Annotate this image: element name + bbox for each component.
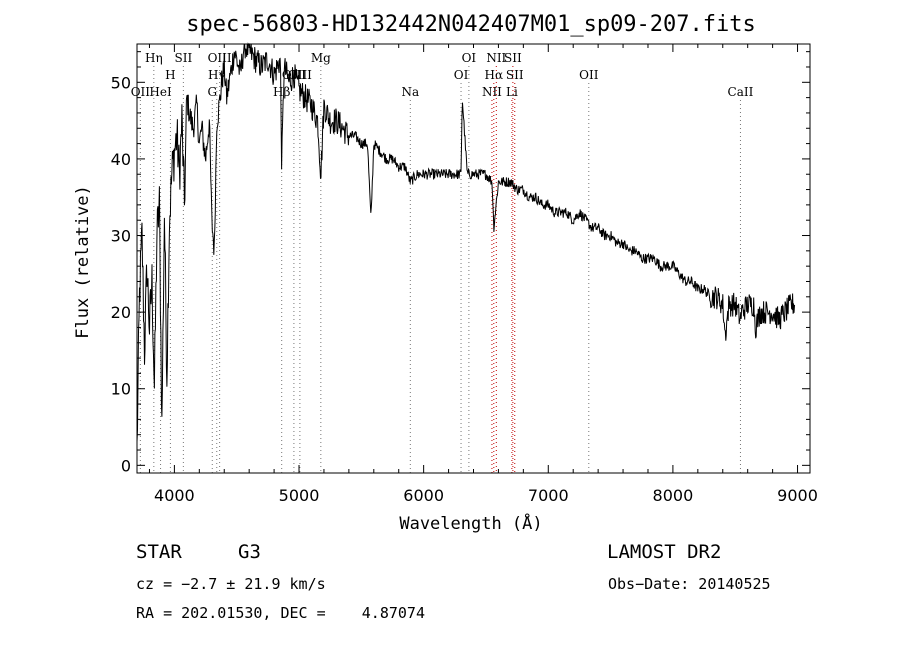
y-axis-label: Flux (relative) — [73, 185, 93, 339]
x-tick-label-4: 8000 — [653, 486, 694, 505]
y-axis-ticks: 0 10 20 30 40 50 — [111, 51, 810, 475]
coordinates: RA = 202.01530, DEC = 4.87074 — [136, 604, 425, 622]
chart-title: spec-56803-HD132442N042407M01_sp09-207.f… — [186, 12, 756, 37]
spectral-line-label: OII — [131, 85, 151, 99]
spectral-line-label: NII — [482, 85, 502, 99]
y-tick-label-5: 50 — [111, 73, 131, 92]
x-tick-label-2: 6000 — [403, 486, 444, 505]
x-tick-label-0: 4000 — [154, 486, 195, 505]
spectrum-series-line — [136, 42, 796, 442]
y-tick-label-3: 30 — [111, 227, 131, 246]
redshift-velocity: cz = −2.7 ± 21.9 km/s — [136, 575, 326, 593]
y-tick-label-0: 0 — [121, 456, 131, 475]
spectral-line-label: SII — [504, 51, 522, 65]
observation-date: Obs−Date: 20140525 — [608, 575, 771, 593]
y-tick-label-4: 40 — [111, 150, 131, 169]
spectral-line-label: H — [165, 68, 175, 82]
spectral-line-label: G — [207, 85, 217, 99]
spectral-line-label: Hβ — [273, 85, 290, 99]
x-tick-label-3: 7000 — [528, 486, 569, 505]
spectral-line-label: CaII — [728, 85, 754, 99]
x-axis-label: Wavelength (Å) — [399, 512, 542, 534]
spectral-line-label: OI — [454, 68, 469, 82]
spectral-line-label: SII — [506, 68, 524, 82]
spectral-line-label: SII — [175, 51, 193, 65]
spectral-line-label: Na — [401, 85, 419, 99]
x-axis-ticks: 4000 5000 6000 7000 8000 9000 — [148, 44, 818, 505]
survey-name: LAMOST DR2 — [607, 541, 722, 563]
x-tick-label-1: 5000 — [279, 486, 320, 505]
spectral-line-label: HeI — [149, 85, 172, 99]
spectral-line-label: Hη — [145, 51, 163, 65]
y-tick-label-2: 20 — [111, 303, 131, 322]
x-tick-label-5: 9000 — [777, 486, 818, 505]
spectral-line-label: OIII — [208, 51, 232, 65]
plot-frame — [136, 43, 811, 474]
spectral-line-label: Li — [506, 85, 518, 99]
spectral-line-label: NII — [486, 51, 506, 65]
spectral-line-label: OI — [462, 51, 477, 65]
spectral-line-label: OII — [579, 68, 599, 82]
object-class: STAR — [136, 541, 182, 563]
spectral-line-label: Mg — [311, 51, 331, 65]
object-subclass: G3 — [238, 541, 261, 563]
y-tick-label-1: 10 — [111, 380, 131, 399]
spectral-line-label: OIII — [288, 68, 312, 82]
spectral-line-label: Hα — [485, 68, 504, 82]
